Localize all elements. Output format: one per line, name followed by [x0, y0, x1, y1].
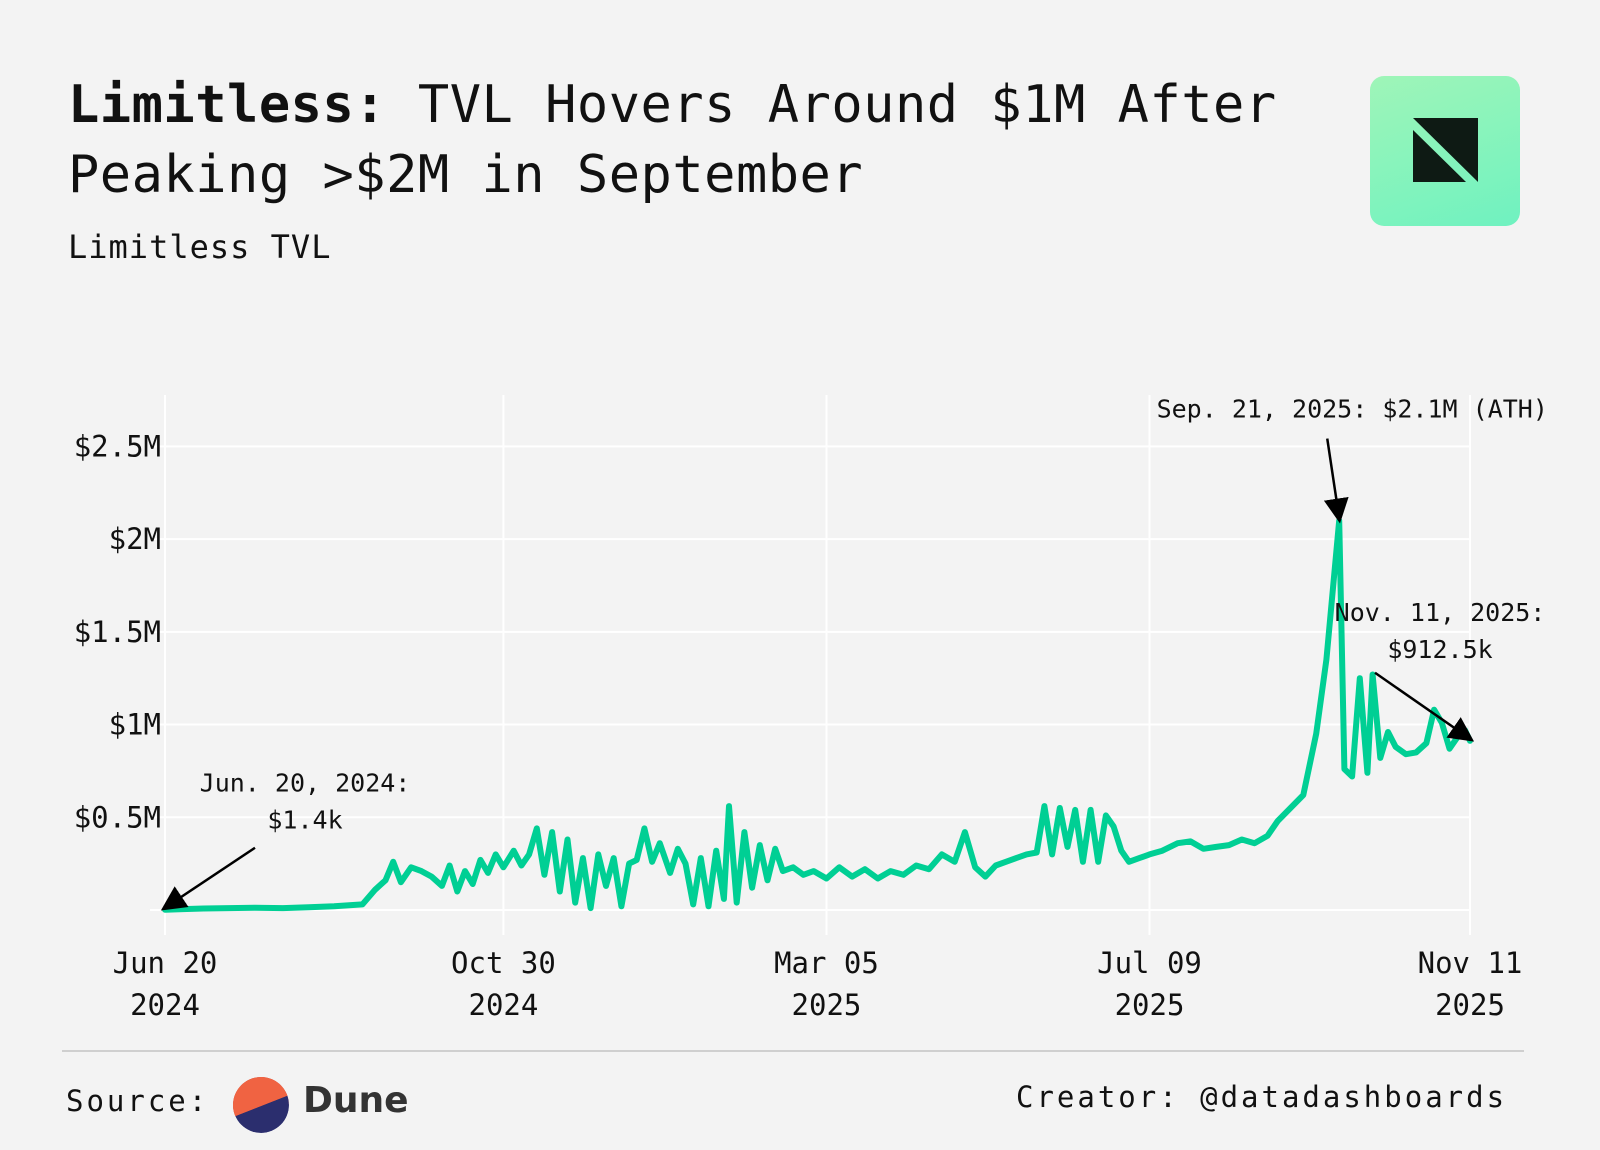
tvl-line-chart: $0.5M $1M $1.5M $2M $2.5M Jun 20 2024 Oct 30 202… [74, 395, 1548, 1022]
title-bold: Limitless: [68, 75, 387, 135]
y-tick-label: $1M [109, 708, 161, 742]
annotation-label-line: Nov. 11, 2025: [1335, 598, 1546, 627]
x-tick-label: Mar 05 2025 [774, 946, 879, 1022]
annotation-label: Sep. 21, 2025: $2.1M (ATH) [1157, 395, 1548, 424]
source-label: Source: [66, 1084, 210, 1118]
x-tick-label-line: Jul 09 [1097, 946, 1202, 980]
title-rest: TVL Hovers Around $1M After Peaking >$2M… [68, 75, 1277, 205]
x-tick-label-line: Mar 05 [774, 946, 879, 980]
footer-divider [62, 1050, 1524, 1052]
annotation-label-line: Sep. 21, 2025: $2.1M (ATH) [1157, 395, 1548, 424]
creator-credit: Creator: @datadashboards [1016, 1080, 1508, 1114]
annotation-label: Nov. 11, 2025: $912.5k [1335, 598, 1546, 664]
y-tick-label: $2M [109, 522, 161, 556]
x-tick-label-line: 2024 [130, 988, 200, 1022]
y-tick-label: $1.5M [74, 615, 161, 649]
tvl-series-line [162, 517, 1473, 913]
chart-title: Limitless: TVL Hovers Around $1M After P… [68, 70, 1298, 210]
annotation-label-line: $912.5k [1387, 635, 1492, 664]
x-tick-label: Jun 20 2024 [113, 946, 218, 1022]
annotation-arrow [1374, 671, 1475, 742]
annotation-arrow [1323, 438, 1349, 524]
x-tick-label: Jul 09 2025 [1097, 946, 1202, 1022]
source-name: Dune [303, 1080, 409, 1121]
x-tick-label: Oct 30 2024 [451, 946, 556, 1022]
datadashboards-logo-icon [1370, 76, 1520, 226]
x-tick-label: Nov 11 2025 [1418, 946, 1523, 1022]
dune-logo-icon [233, 1077, 289, 1133]
x-tick-label-line: 2025 [792, 988, 862, 1022]
x-tick-label-line: Jun 20 [113, 946, 218, 980]
annotation-label: Jun. 20, 2024: $1.4k [200, 769, 411, 835]
annotation-label-line: Jun. 20, 2024: [200, 769, 411, 798]
annotation-label-line: $1.4k [267, 806, 342, 835]
x-tick-label-line: 2025 [1435, 988, 1505, 1022]
x-tick-label-line: Oct 30 [451, 946, 556, 980]
x-tick-label-line: 2024 [469, 988, 539, 1022]
y-tick-label: $0.5M [74, 800, 161, 834]
x-tick-label-line: Nov 11 [1418, 946, 1523, 980]
x-tick-label-line: 2025 [1115, 988, 1185, 1022]
annotation-arrow [160, 846, 256, 911]
y-tick-label: $2.5M [74, 429, 161, 463]
chart-subtitle: Limitless TVL [68, 228, 332, 266]
